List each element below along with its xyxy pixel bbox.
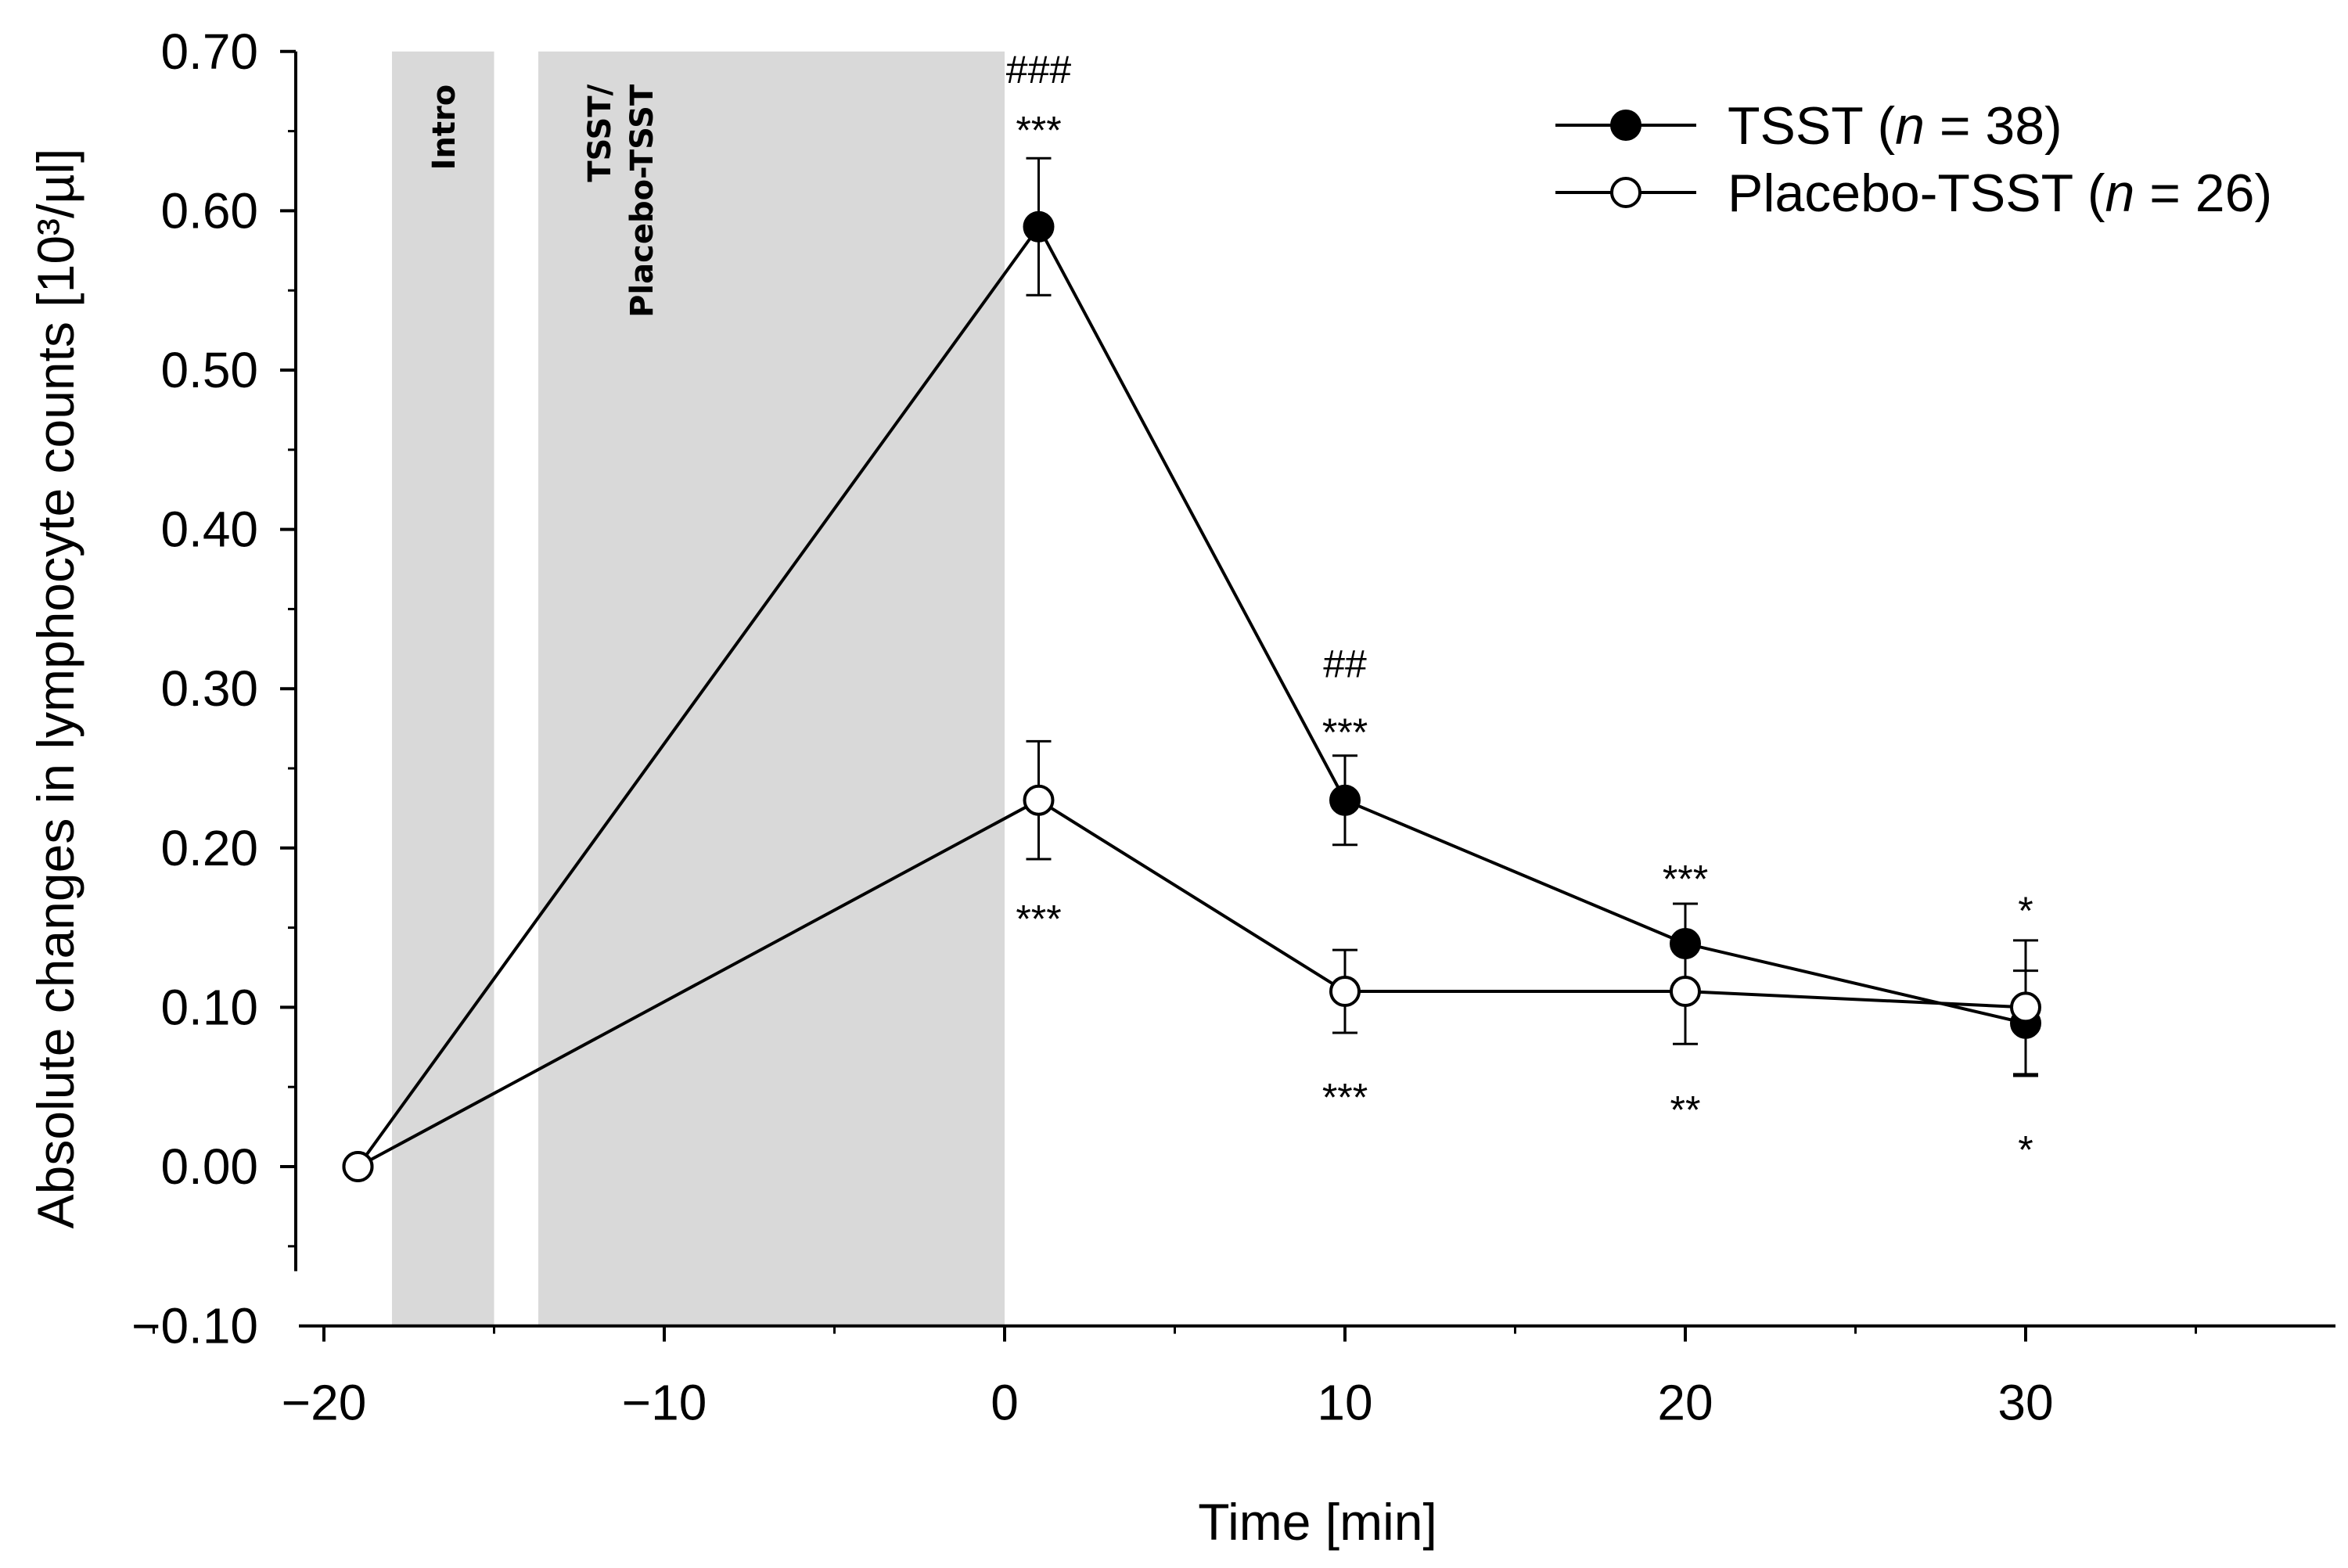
significance-annotation: ** (1670, 1088, 1701, 1132)
significance-annotation: * (2018, 889, 2033, 933)
shaded-regions: Intro TSST/Placebo-TSST (392, 51, 1005, 1326)
data-point (2010, 991, 2041, 1023)
data-point (1329, 976, 1361, 1008)
x-axis-title: Time [min] (1198, 1493, 1437, 1551)
x-tick-label: 20 (1657, 1375, 1713, 1431)
band-label-intro: Intro (426, 85, 462, 171)
legend: TSST (n = 38) Placebo-TSST (n = 26) (1555, 96, 2272, 223)
band-label-tsst-line2: Placebo-TSST (624, 84, 660, 318)
shaded-region (538, 51, 1005, 1326)
y-tick-label: −0.10 (131, 1298, 258, 1354)
annotations: ###***##************* *** (1006, 48, 2033, 1171)
x-tick-label: 30 (1997, 1375, 2053, 1431)
significance-annotation: ## (1323, 642, 1367, 686)
axes: −0.10 0.00 0.10 0.20 0.30 0.40 0.50 0.60 0.70 −20… (27, 23, 2335, 1551)
data-point (1670, 927, 1701, 959)
y-tick-label: 0.20 (160, 820, 258, 876)
significance-annotation: *** (1322, 1075, 1368, 1119)
y-axis-title: Absolute changes in lymphocyte counts [1… (27, 149, 84, 1229)
legend-label: TSST (n = 38) (1728, 96, 2062, 156)
data-point (342, 1151, 374, 1182)
shaded-region (392, 51, 494, 1326)
significance-annotation: *** (1663, 858, 1708, 901)
significance-annotation: *** (1322, 710, 1368, 754)
y-tick-label: 0.10 (160, 979, 258, 1035)
legend-label: Placebo-TSST (n = 26) (1728, 164, 2272, 223)
significance-annotation: ### (1006, 48, 1072, 92)
series (342, 156, 2041, 1182)
significance-annotation: *** (1016, 109, 1061, 153)
legend-marker (1610, 177, 1641, 208)
data-point (1329, 784, 1361, 816)
y-tick-label: 0.60 (160, 182, 258, 239)
legend-marker (1610, 110, 1641, 141)
y-tick-label: 0.30 (160, 660, 258, 717)
x-tick-label: −10 (622, 1375, 707, 1431)
significance-annotation: * (2018, 1128, 2033, 1172)
x-tick-label: 0 (991, 1375, 1019, 1431)
x-tick-label: −20 (282, 1375, 367, 1431)
y-tick-label: 0.40 (160, 502, 258, 558)
y-tick-label: 0.50 (160, 342, 258, 398)
y-tick-label: 0.00 (160, 1138, 258, 1195)
series-markers-1 (342, 784, 2041, 1182)
data-point (1023, 210, 1055, 243)
data-point (1023, 784, 1055, 816)
x-tick-label: 10 (1317, 1375, 1372, 1431)
y-tick-label: 0.70 (160, 23, 258, 80)
band-label-tsst-line1: TSST/ (582, 84, 618, 182)
data-point (1670, 976, 1701, 1008)
significance-annotation: *** (1016, 897, 1061, 940)
